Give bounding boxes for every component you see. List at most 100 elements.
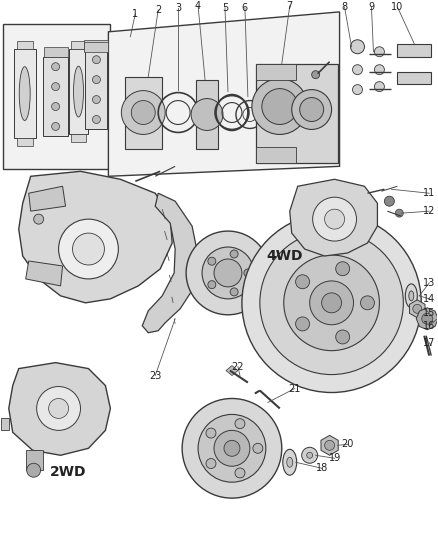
Polygon shape [26, 261, 63, 286]
Text: 17: 17 [423, 338, 435, 348]
Polygon shape [85, 40, 108, 50]
Circle shape [260, 231, 403, 375]
Polygon shape [17, 139, 33, 147]
Circle shape [206, 428, 216, 438]
Polygon shape [44, 47, 67, 56]
Circle shape [214, 430, 250, 466]
Ellipse shape [74, 66, 84, 117]
Circle shape [353, 85, 363, 94]
Polygon shape [68, 49, 88, 134]
Circle shape [59, 219, 118, 279]
Circle shape [422, 313, 433, 324]
Circle shape [262, 88, 298, 125]
Text: 2: 2 [155, 5, 161, 15]
Polygon shape [321, 435, 338, 455]
Circle shape [302, 447, 318, 463]
Circle shape [202, 247, 254, 299]
Circle shape [49, 399, 68, 418]
Polygon shape [226, 366, 238, 376]
Polygon shape [290, 179, 378, 256]
Polygon shape [256, 64, 338, 163]
Text: 15: 15 [423, 308, 435, 318]
Circle shape [374, 64, 385, 75]
Circle shape [224, 440, 240, 456]
Circle shape [186, 231, 270, 315]
Polygon shape [142, 193, 198, 333]
Circle shape [37, 386, 81, 430]
Ellipse shape [283, 449, 297, 475]
Text: 1: 1 [132, 9, 138, 19]
Polygon shape [410, 300, 425, 318]
Circle shape [242, 213, 421, 392]
Text: 10: 10 [391, 2, 403, 12]
Polygon shape [397, 71, 431, 84]
Circle shape [214, 259, 242, 287]
Polygon shape [43, 56, 68, 136]
Circle shape [310, 281, 353, 325]
Circle shape [92, 95, 100, 103]
Circle shape [253, 443, 263, 453]
Circle shape [296, 275, 310, 289]
Text: 23: 23 [149, 370, 162, 381]
Circle shape [73, 233, 104, 265]
Text: 13: 13 [423, 278, 435, 288]
Circle shape [52, 83, 60, 91]
Circle shape [244, 269, 252, 277]
Polygon shape [397, 44, 431, 56]
Polygon shape [256, 148, 296, 163]
Circle shape [396, 209, 403, 217]
Circle shape [321, 293, 342, 313]
Circle shape [131, 101, 155, 125]
Ellipse shape [405, 284, 417, 308]
Polygon shape [71, 41, 86, 49]
Text: 12: 12 [423, 206, 435, 216]
Circle shape [92, 116, 100, 124]
Circle shape [336, 262, 350, 276]
Circle shape [374, 47, 385, 56]
Polygon shape [26, 450, 42, 470]
Circle shape [235, 468, 245, 478]
Ellipse shape [287, 457, 293, 467]
Text: 4WD: 4WD [266, 249, 303, 263]
Circle shape [230, 288, 238, 296]
Circle shape [374, 82, 385, 92]
Circle shape [307, 453, 313, 458]
Text: 16: 16 [423, 321, 435, 331]
Circle shape [52, 63, 60, 71]
Circle shape [292, 90, 332, 130]
Text: 2WD: 2WD [50, 465, 87, 479]
Circle shape [312, 71, 320, 79]
Circle shape [350, 40, 364, 54]
Circle shape [336, 330, 350, 344]
Text: 6: 6 [242, 3, 248, 13]
Text: 21: 21 [289, 384, 301, 393]
Circle shape [191, 99, 223, 131]
Circle shape [230, 250, 238, 258]
Text: 7: 7 [286, 1, 293, 11]
Circle shape [313, 197, 357, 241]
Text: 14: 14 [423, 294, 435, 304]
Text: 5: 5 [222, 3, 228, 13]
Circle shape [52, 123, 60, 131]
Text: 3: 3 [175, 3, 181, 13]
Text: 20: 20 [341, 439, 354, 449]
Polygon shape [17, 41, 33, 49]
Circle shape [92, 76, 100, 84]
Ellipse shape [19, 67, 30, 120]
Circle shape [353, 64, 363, 75]
Circle shape [385, 196, 394, 206]
Circle shape [284, 255, 379, 351]
Polygon shape [19, 171, 172, 303]
Circle shape [208, 257, 216, 265]
Circle shape [182, 399, 282, 498]
Circle shape [360, 296, 374, 310]
Polygon shape [14, 49, 35, 139]
Ellipse shape [409, 291, 414, 301]
Text: 8: 8 [342, 2, 348, 12]
Circle shape [300, 98, 324, 122]
Circle shape [208, 281, 216, 289]
Circle shape [235, 419, 245, 429]
Polygon shape [85, 42, 108, 52]
Circle shape [34, 214, 44, 224]
Circle shape [206, 458, 216, 469]
